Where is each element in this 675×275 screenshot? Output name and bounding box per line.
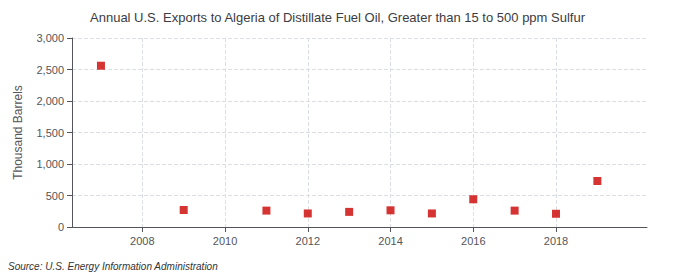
- svg-text:2,500: 2,500: [36, 64, 64, 76]
- svg-text:2008: 2008: [130, 235, 154, 247]
- svg-text:2010: 2010: [213, 235, 237, 247]
- svg-text:0: 0: [58, 221, 64, 233]
- svg-text:3,000: 3,000: [36, 32, 64, 44]
- svg-text:Annual U.S. Exports to Algeria: Annual U.S. Exports to Algeria of Distil…: [90, 10, 586, 25]
- svg-text:Source: U.S. Energy Informatio: Source: U.S. Energy Information Administ…: [8, 261, 218, 272]
- svg-text:500: 500: [46, 190, 64, 202]
- svg-text:1,000: 1,000: [36, 158, 64, 170]
- svg-text:1,500: 1,500: [36, 127, 64, 139]
- svg-text:Thousand Barrels: Thousand Barrels: [11, 85, 25, 180]
- svg-text:2018: 2018: [544, 235, 568, 247]
- svg-text:2012: 2012: [296, 235, 320, 247]
- svg-text:2016: 2016: [461, 235, 485, 247]
- svg-text:2,000: 2,000: [36, 95, 64, 107]
- svg-text:2014: 2014: [378, 235, 402, 247]
